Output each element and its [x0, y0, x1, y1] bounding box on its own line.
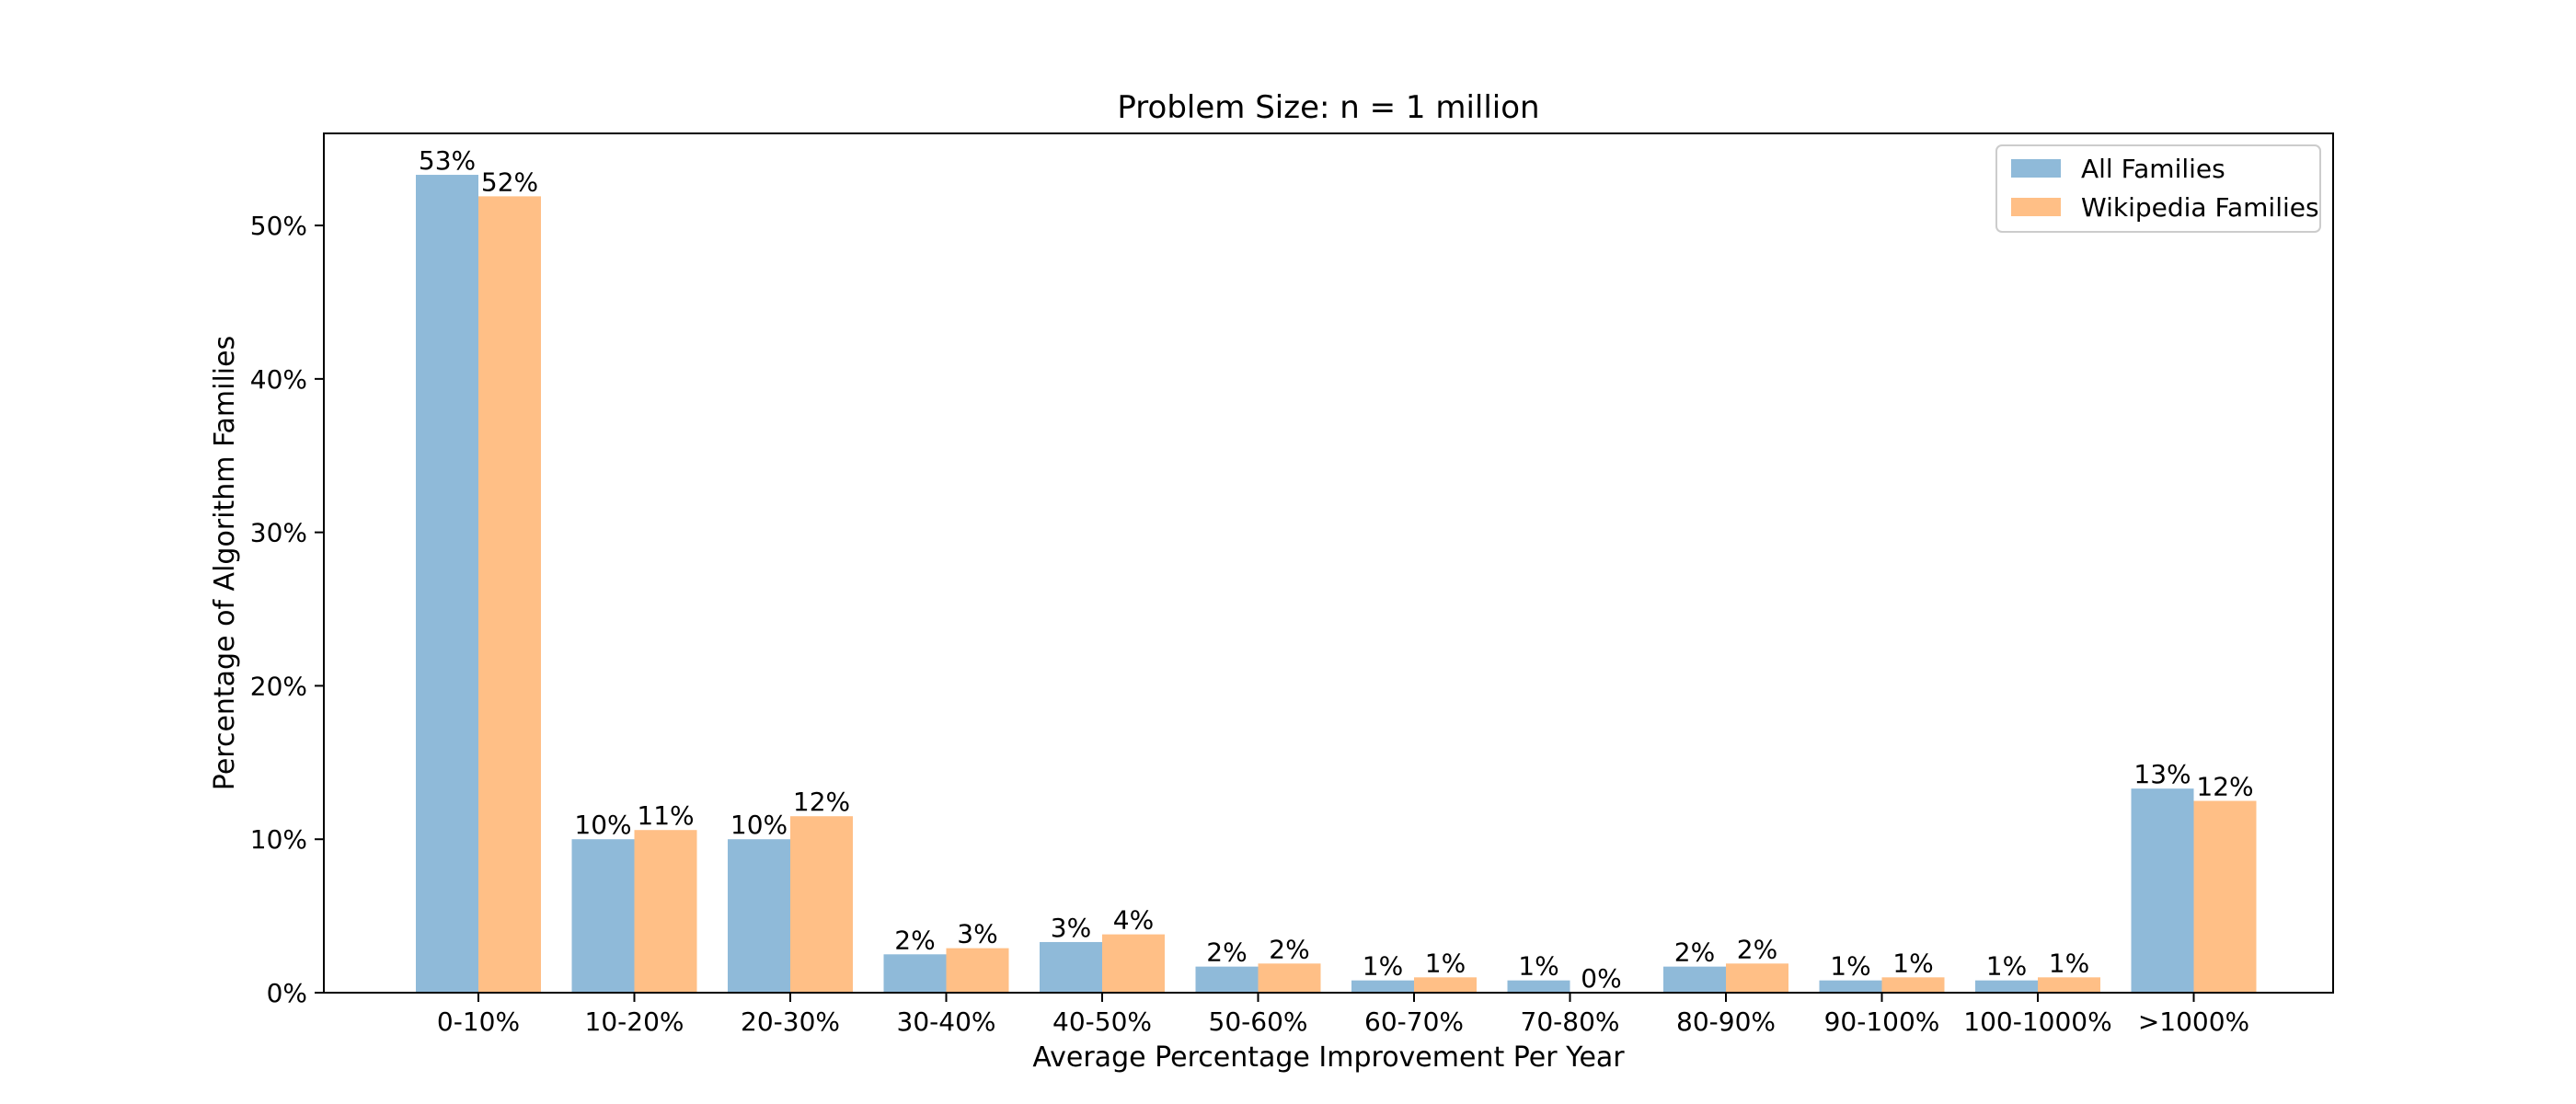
bar-value-label: 3%: [1051, 913, 1091, 943]
x-tick-label: 0-10%: [437, 1006, 520, 1037]
bar-value-label: 12%: [2196, 772, 2253, 802]
bar-series-0: [571, 839, 635, 993]
y-tick-label: 0%: [267, 978, 307, 1008]
bar-value-label: 13%: [2133, 759, 2191, 789]
bar-series-0: [2131, 788, 2194, 993]
legend-label-all-families: All Families: [2081, 154, 2225, 184]
x-tick-label: 60-70%: [1364, 1006, 1464, 1037]
bar-value-label: 10%: [730, 810, 788, 840]
bar-value-labels: 53%52%10% 11% 10%12%2% 3% 3% 4%2% 2%1% 1% 1% 0%2%…: [419, 145, 2254, 994]
x-tick-label: >1000%: [2138, 1006, 2249, 1037]
bar-series-0: [416, 175, 478, 993]
x-tick-label: 50-60%: [1209, 1006, 1308, 1037]
legend: All Families Wikipedia Families: [1995, 144, 2321, 233]
bar-value-label: 4%: [1113, 905, 1154, 936]
chart-title: Problem Size: n = 1 million: [1117, 89, 1539, 126]
y-tick-label: 10%: [250, 824, 307, 855]
bar-series-1: [946, 948, 1009, 993]
legend-swatch-wikipedia-families: [2011, 198, 2061, 216]
x-axis-label: Average Percentage Improvement Per Year: [1032, 1041, 1625, 1074]
bar-series-1: [2193, 800, 2257, 993]
x-axis-ticks: 0-10% 10-20% 20-30% 30-40% 40-50% 50-60% 60-70…: [437, 993, 2249, 1037]
x-tick-label: 100-1000%: [1963, 1006, 2111, 1037]
bar-series-1: [478, 196, 541, 993]
bar-value-label: 1%: [1425, 948, 1466, 978]
x-tick-label: 30-40%: [897, 1006, 996, 1037]
y-axis-label: Percentage of Algorithm Families: [209, 336, 241, 790]
bar-series-0: [1351, 980, 1414, 993]
x-tick-label: 70-80%: [1521, 1006, 1620, 1037]
bar-series-1: [1726, 963, 1788, 993]
bar-value-label: 1%: [1830, 951, 1870, 982]
bar-value-label: 2%: [894, 925, 935, 955]
bar-series-1: [634, 830, 697, 993]
bars-layer: [416, 175, 2257, 993]
bar-value-label: 11%: [637, 800, 694, 831]
legend-frame: [1995, 144, 2321, 233]
x-tick-label: 90-100%: [1824, 1006, 1940, 1037]
bar-value-label: 12%: [793, 787, 850, 817]
bar-series-1: [1881, 977, 1945, 993]
bar-series-0: [883, 954, 947, 993]
y-tick-label: 20%: [250, 671, 307, 701]
bar-value-label: 2%: [1269, 934, 1309, 964]
x-tick-label: 80-90%: [1676, 1006, 1776, 1037]
bar-value-label: 1%: [2049, 948, 2089, 978]
bar-series-0: [1040, 941, 1102, 993]
x-tick-label: 10-20%: [585, 1006, 684, 1037]
bar-series-0: [1663, 966, 1726, 993]
bar-series-0: [1975, 980, 2038, 993]
bar-series-1: [1258, 963, 1321, 993]
y-tick-label: 50%: [250, 211, 307, 241]
legend-label-wikipedia-families: Wikipedia Families: [2081, 192, 2319, 223]
bar-value-label: 2%: [1206, 937, 1247, 968]
bar-value-label: 0%: [1581, 963, 1621, 994]
bar-value-label: 1%: [1986, 951, 2027, 982]
bar-value-label: 3%: [957, 919, 997, 949]
bar-value-label: 52%: [481, 167, 538, 197]
bar-series-1: [2038, 977, 2100, 993]
legend-swatch-all-families: [2011, 159, 2061, 178]
bar-value-label: 10%: [574, 810, 631, 840]
y-tick-label: 30%: [250, 518, 307, 548]
y-axis-ticks: 0% 10% 20% 30% 40% 50%: [250, 211, 324, 1008]
bar-series-1: [1102, 934, 1165, 993]
bar-series-1: [790, 816, 853, 993]
bar-value-label: 1%: [1363, 951, 1403, 982]
bar-value-label: 2%: [1674, 937, 1715, 968]
bar-series-1: [1414, 977, 1477, 993]
plot-frame: [323, 132, 2334, 994]
x-tick-label: 20-30%: [741, 1006, 840, 1037]
bar-series-0: [1195, 966, 1259, 993]
bar-value-label: 2%: [1737, 934, 1777, 964]
bar-series-0: [1507, 980, 1570, 993]
bar-series-0: [728, 839, 790, 993]
bar-value-label: 1%: [1892, 948, 1933, 978]
bar-series-0: [1819, 980, 1882, 993]
x-tick-label: 40-50%: [1052, 1006, 1152, 1037]
bar-value-label: 1%: [1518, 951, 1558, 982]
y-tick-label: 40%: [250, 364, 307, 395]
bar-value-label: 53%: [419, 145, 476, 176]
